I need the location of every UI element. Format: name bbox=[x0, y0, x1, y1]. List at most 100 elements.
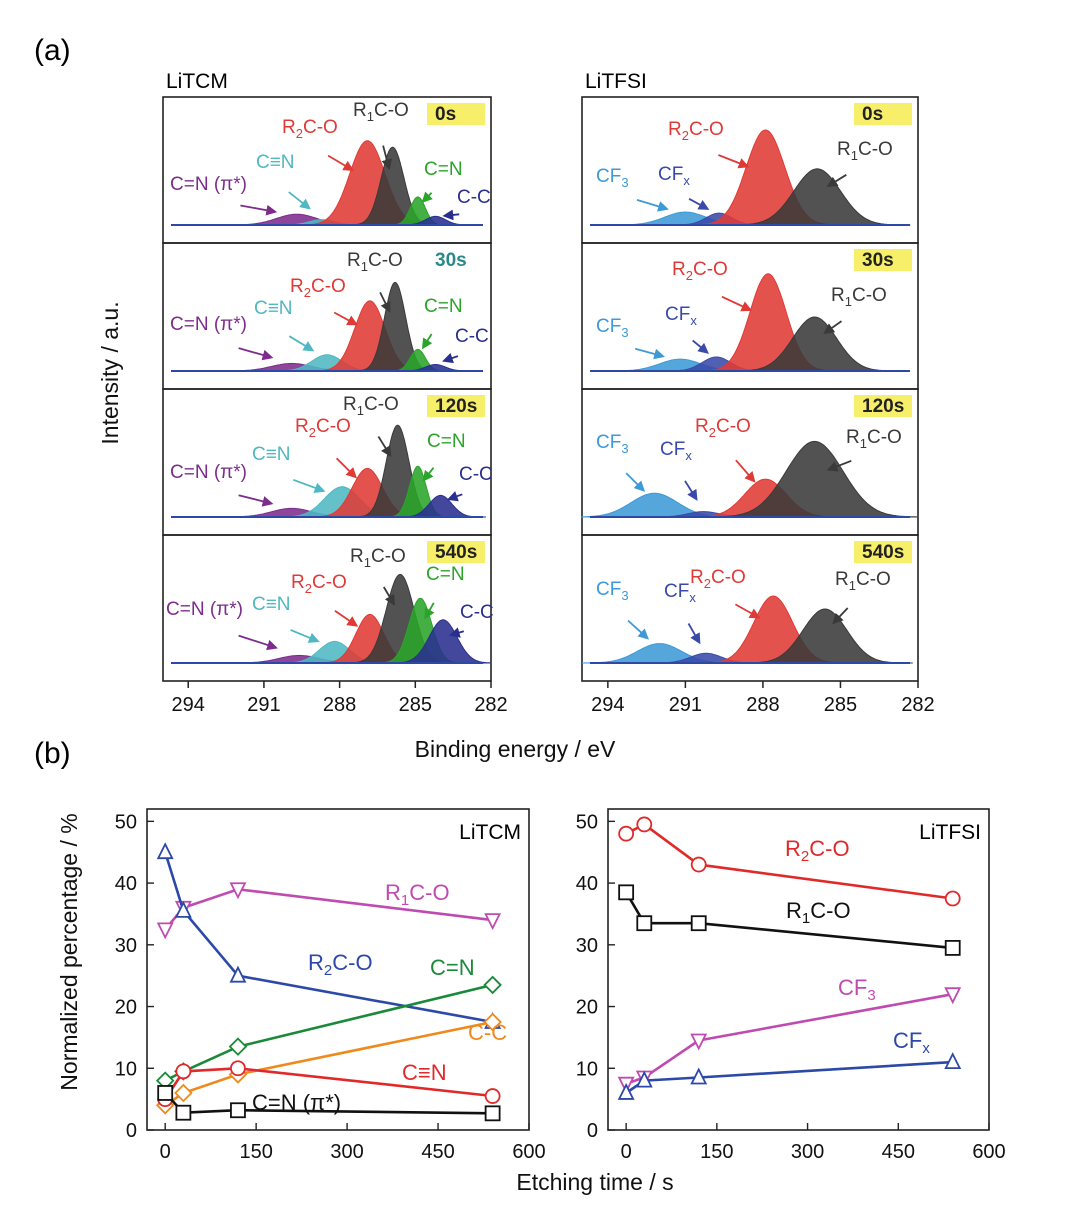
peak-arrow-r2c-o bbox=[334, 610, 359, 627]
peak-label-r2c-o: R2C-O bbox=[668, 119, 724, 143]
series-line bbox=[163, 851, 493, 1024]
peak-arrow-cdoublen bbox=[424, 602, 435, 620]
peak-r1c-o bbox=[700, 440, 919, 518]
peak-label-r1c-o: R1C-O bbox=[343, 394, 399, 418]
peak-r1c-o bbox=[737, 608, 913, 664]
data-point bbox=[230, 1102, 246, 1119]
peak-arrow-r2c-o bbox=[734, 603, 761, 619]
series-line bbox=[625, 992, 953, 1085]
peak-label-cf3: CF3 bbox=[596, 316, 629, 340]
data-point bbox=[174, 1083, 193, 1103]
data-point bbox=[229, 882, 247, 900]
data-point bbox=[636, 816, 653, 833]
peak-arrow-cdoublen-pi bbox=[238, 634, 278, 651]
peak-arrow-r1c-o bbox=[823, 320, 843, 335]
data-point bbox=[690, 915, 707, 932]
peak-label-cfx: CFx bbox=[660, 439, 692, 463]
peak-label-ctriplen: C≡N bbox=[256, 152, 295, 173]
x-tick-label: 450 bbox=[421, 1141, 454, 1163]
data-point bbox=[690, 856, 707, 873]
peak-r1c-o bbox=[724, 168, 911, 226]
peak-label-r2c-o: R2C-O bbox=[290, 276, 346, 300]
x-tick-label: 285 bbox=[399, 694, 432, 716]
data-point bbox=[944, 1052, 962, 1069]
peak-label-cdoublen: C=N bbox=[424, 159, 463, 180]
data-point bbox=[483, 975, 502, 995]
series-line bbox=[164, 983, 493, 1082]
series-r1c-o: R1C-O bbox=[618, 884, 961, 956]
x-tick-label: 0 bbox=[160, 1141, 171, 1163]
peak-arrow-r2c-o bbox=[721, 295, 753, 312]
peak-label-cdoublen-pi: C=N (π*) bbox=[166, 599, 243, 620]
xps-title-litcm: LiTCM bbox=[166, 70, 228, 93]
plot-frame bbox=[146, 808, 530, 1131]
peak-label-cdoublen-pi: C=N (π*) bbox=[170, 462, 247, 483]
peak-arrow-cfx bbox=[692, 339, 709, 354]
peak-arrow-cdoublen bbox=[421, 191, 433, 204]
peak-label-c-c: C-C bbox=[459, 464, 493, 485]
data-point bbox=[175, 1063, 192, 1080]
xps-title-litfsi: LiTFSI bbox=[585, 70, 647, 93]
series-cdoublen: C=N bbox=[155, 955, 502, 1090]
peak-label-c-c: C-C bbox=[455, 326, 489, 347]
plot-frame bbox=[607, 808, 990, 1131]
data-point bbox=[944, 987, 962, 1005]
peak-arrow-c-c bbox=[442, 209, 460, 221]
peak-arrow-r1c-o bbox=[377, 436, 392, 458]
peak-arrow-cf3 bbox=[634, 347, 665, 360]
time-tag-background bbox=[427, 103, 485, 125]
peak-arrow-c-c bbox=[448, 627, 465, 638]
peak-arrow-r1c-o bbox=[379, 292, 391, 313]
xps-panel-0s: C=N (π*) C≡N R2C-O R1C-O C=N C-C 0s bbox=[162, 96, 492, 244]
x-tick-label: 294 bbox=[591, 694, 624, 716]
y-tick-label: 20 bbox=[576, 997, 598, 1019]
x-tick-label: 600 bbox=[972, 1141, 1005, 1163]
data-point bbox=[636, 915, 653, 932]
series-c-c: C-C bbox=[155, 1012, 507, 1115]
peak-arrow-r2c-o bbox=[735, 459, 756, 483]
peak-label-r1c-o: R1C-O bbox=[831, 285, 887, 309]
series-label-r2c-o: R2C-O bbox=[785, 836, 850, 865]
x-tick-label: 291 bbox=[669, 694, 702, 716]
peak-label-r2c-o: R2C-O bbox=[282, 117, 338, 141]
time-tag-background bbox=[854, 395, 912, 417]
series-line bbox=[164, 887, 493, 931]
peak-label-cdoublen-pi: C=N (π*) bbox=[170, 174, 247, 195]
peak-arrow-r1c-o bbox=[826, 459, 852, 472]
peak-arrow-r2c-o bbox=[335, 457, 358, 479]
data-point bbox=[635, 1070, 653, 1088]
peak-label-r1c-o: R1C-O bbox=[835, 569, 891, 593]
x-tick-label: 282 bbox=[901, 694, 934, 716]
data-point bbox=[229, 965, 247, 983]
time-tag-background bbox=[854, 249, 912, 271]
peak-arrow-cf3 bbox=[627, 619, 649, 640]
peak-arrow-cf3 bbox=[625, 472, 646, 492]
peak-arrow-ctriplen bbox=[292, 478, 326, 493]
series-line bbox=[164, 1020, 493, 1107]
peak-arrow-cdoublen-pi bbox=[238, 494, 274, 507]
peak-label-r2c-o: R2C-O bbox=[295, 416, 351, 440]
data-point bbox=[157, 1085, 174, 1101]
panel-a-y-axis-label: Intensity / a.u. bbox=[97, 301, 123, 444]
y-tick-label: 10 bbox=[576, 1058, 598, 1080]
line-chart-title: LiTCM bbox=[459, 821, 521, 844]
series-line bbox=[625, 822, 953, 900]
data-point bbox=[156, 842, 174, 860]
time-tag-background bbox=[427, 395, 485, 417]
series-r1c-o: R1C-O bbox=[156, 880, 502, 940]
peak-label-r2c-o: R2C-O bbox=[291, 572, 347, 596]
x-tick-label: 294 bbox=[172, 694, 205, 716]
peak-arrow-c-c bbox=[446, 491, 463, 502]
peak-label-cdoublen: C=N bbox=[426, 564, 465, 585]
x-tick-label: 450 bbox=[882, 1141, 915, 1163]
time-tag-background bbox=[854, 103, 912, 125]
peak-label-cdoublen: C=N bbox=[424, 296, 463, 317]
data-point bbox=[618, 825, 635, 842]
x-tick-label: 300 bbox=[791, 1141, 824, 1163]
peak-arrow-ctriplen bbox=[288, 335, 315, 352]
data-point bbox=[484, 1088, 501, 1104]
peak-label-cdoublen: C=N bbox=[427, 431, 466, 452]
